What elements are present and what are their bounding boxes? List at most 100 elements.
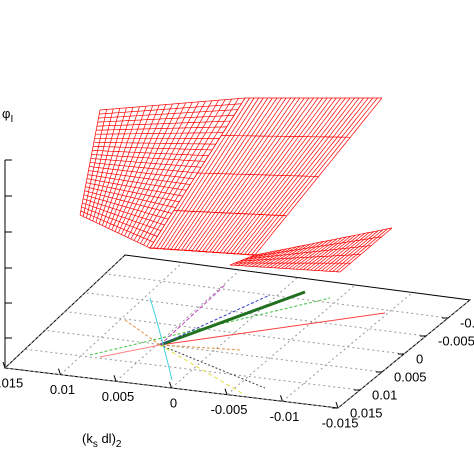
- mesh-line: [82, 202, 162, 232]
- mesh-line: [86, 178, 183, 197]
- curve: [159, 284, 226, 346]
- y-tick-label: 0.01: [372, 387, 397, 402]
- curve: [159, 312, 386, 346]
- z-label-part: φ: [2, 106, 10, 121]
- mesh-line: [87, 174, 187, 191]
- mesh-line: [89, 162, 198, 174]
- mesh-line: [321, 232, 370, 272]
- mesh-line: [149, 247, 256, 256]
- mesh-line: [244, 245, 372, 260]
- grid-line: [115, 269, 241, 382]
- mesh-line: [229, 264, 341, 273]
- mesh-line: [173, 210, 287, 217]
- mesh-line: [84, 190, 172, 214]
- mesh-line: [96, 120, 231, 127]
- mesh-line: [339, 227, 393, 273]
- mesh-line: [314, 234, 361, 271]
- mesh-line: [277, 243, 315, 269]
- grid-line: [4, 367, 339, 409]
- mesh-line: [83, 194, 169, 220]
- z-axis: [4, 159, 12, 368]
- curve: [159, 290, 306, 347]
- x-tick-label: 0: [170, 395, 177, 410]
- mesh-line: [91, 154, 205, 162]
- x-tick: [335, 401, 339, 409]
- mesh-line: [299, 237, 343, 270]
- mesh-line: [85, 186, 176, 208]
- mesh-line: [197, 172, 319, 177]
- x-label-sub: s: [93, 439, 98, 450]
- z-label: φI: [2, 106, 13, 124]
- x-tick: [58, 368, 61, 375]
- mesh-line: [99, 97, 246, 111]
- x-tick-label: -0.01: [270, 409, 300, 424]
- mesh-line: [325, 231, 374, 272]
- x-tick: [113, 375, 117, 382]
- mesh-line: [89, 166, 194, 180]
- x-tick: [169, 381, 172, 389]
- grid-line: [282, 292, 413, 402]
- x-tick-label: -0.005: [211, 402, 248, 417]
- mesh-line: [98, 109, 238, 119]
- y-tick-label: 0.005: [394, 369, 427, 384]
- curve: [159, 344, 246, 396]
- mesh-line: [328, 230, 379, 272]
- base-grid: [2, 254, 472, 409]
- mesh-line: [233, 253, 260, 266]
- y-tick-label: -0.01: [460, 315, 474, 330]
- mesh-line: [317, 233, 365, 271]
- curve: [89, 297, 331, 356]
- curve: [124, 319, 241, 351]
- x-label-part: (k: [82, 431, 93, 446]
- mesh-line: [221, 135, 351, 138]
- mesh-line: [80, 210, 154, 243]
- x-label-sub: 2: [116, 439, 122, 450]
- mesh-line: [249, 236, 382, 258]
- mesh-line: [248, 250, 278, 267]
- mesh-line: [239, 254, 361, 262]
- grid-line: [226, 284, 356, 396]
- mesh-line: [295, 238, 338, 270]
- mesh-line: [96, 126, 227, 131]
- y-tick-label: -0.005: [438, 333, 474, 348]
- mesh-line: [99, 103, 242, 115]
- mesh-line: [88, 170, 191, 185]
- mesh-line: [81, 206, 158, 237]
- curve: [149, 297, 173, 381]
- z-label-sub: I: [10, 114, 13, 125]
- grid-line: [84, 292, 427, 337]
- x-tick-label: -0.015: [322, 415, 359, 430]
- mesh-line: [303, 236, 347, 270]
- mesh-line: [284, 241, 324, 269]
- mesh-line: [79, 214, 151, 249]
- mesh-line: [336, 228, 388, 273]
- grid-line: [64, 311, 405, 355]
- mesh-line: [292, 239, 333, 270]
- mesh-line: [251, 249, 283, 267]
- base-curves: [89, 284, 386, 396]
- mesh-line: [86, 182, 180, 203]
- x-tick-label: 0.005: [102, 389, 135, 404]
- grid-line: [60, 262, 183, 376]
- mesh-line: [95, 132, 224, 135]
- mesh-line: [281, 242, 320, 269]
- mesh-line: [93, 141, 216, 145]
- x-tick-label: 0.015: [0, 375, 23, 390]
- y-tick-label: 0.015: [350, 405, 383, 420]
- mesh-line: [82, 198, 165, 226]
- curve: [99, 344, 161, 358]
- curve: [159, 344, 266, 389]
- y-tick-label: 0: [416, 351, 423, 366]
- grid-line: [104, 273, 449, 319]
- mesh-line: [97, 114, 235, 123]
- mesh-line: [255, 248, 288, 267]
- mesh-line: [92, 150, 209, 157]
- grid-line: [44, 329, 383, 373]
- x-label: (ks dl)2: [82, 431, 122, 449]
- mesh-line: [259, 247, 292, 268]
- x-tick: [224, 388, 228, 395]
- mesh-line: [332, 229, 384, 272]
- mesh-line: [310, 234, 356, 271]
- mesh-line: [262, 246, 297, 268]
